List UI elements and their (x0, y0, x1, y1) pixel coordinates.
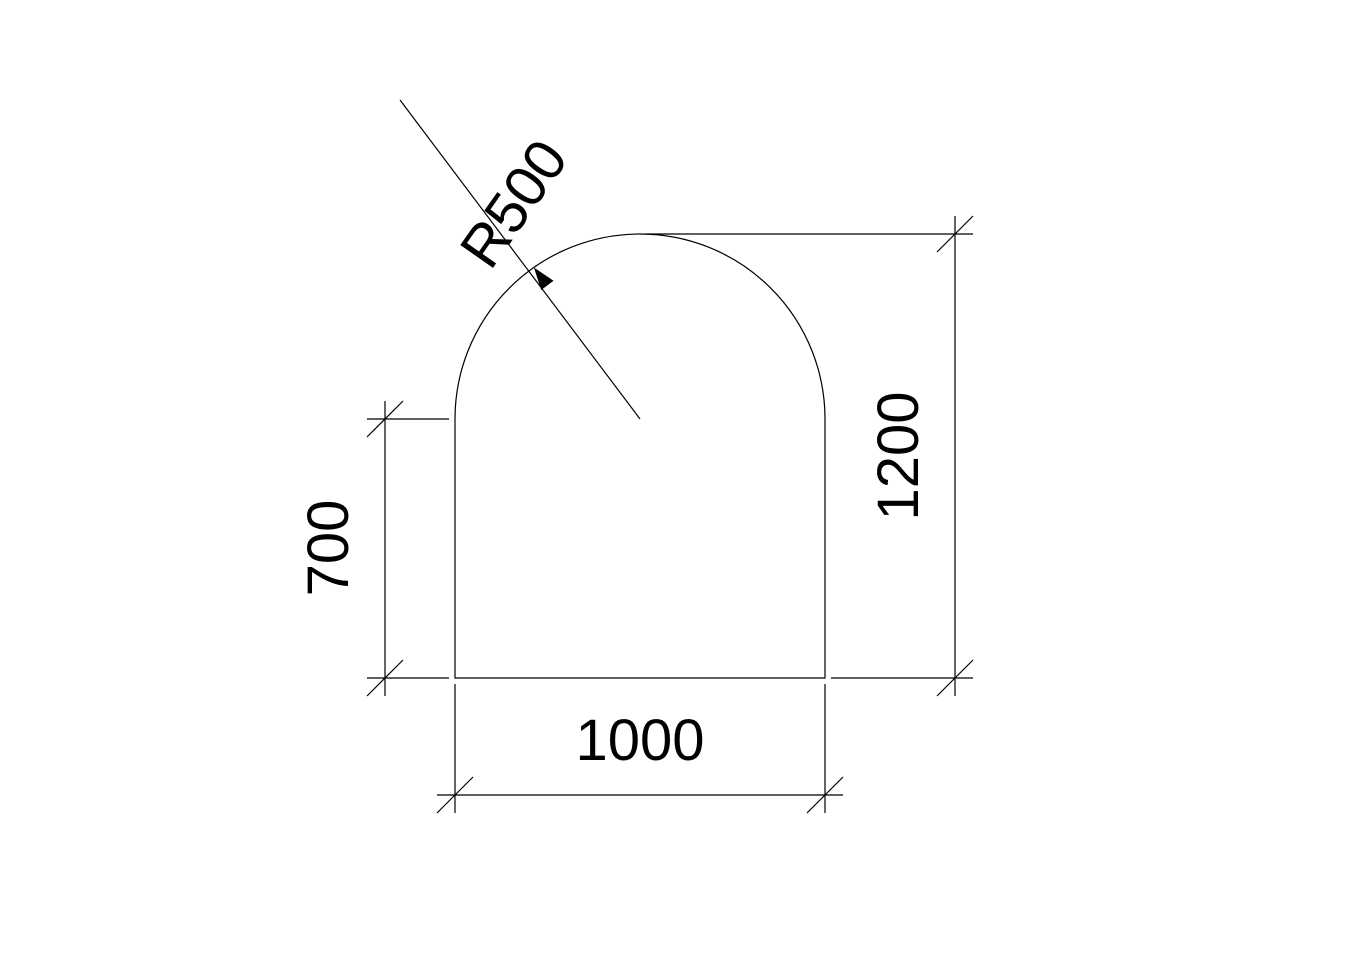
arched-shape (455, 234, 825, 678)
dim-height-1200-label: 1200 (866, 391, 931, 520)
dim-width-1000: 1000 (437, 684, 843, 813)
dim-height-700: 700 (296, 401, 449, 696)
technical-drawing: 1000 700 1200 R500 (0, 0, 1372, 969)
dim-height-700-label: 700 (296, 500, 361, 597)
dim-height-1200: 1200 (646, 216, 973, 696)
dim-radius-label: R500 (448, 128, 581, 279)
dim-radius-r500: R500 (400, 100, 640, 419)
dim-width-label: 1000 (575, 708, 704, 773)
